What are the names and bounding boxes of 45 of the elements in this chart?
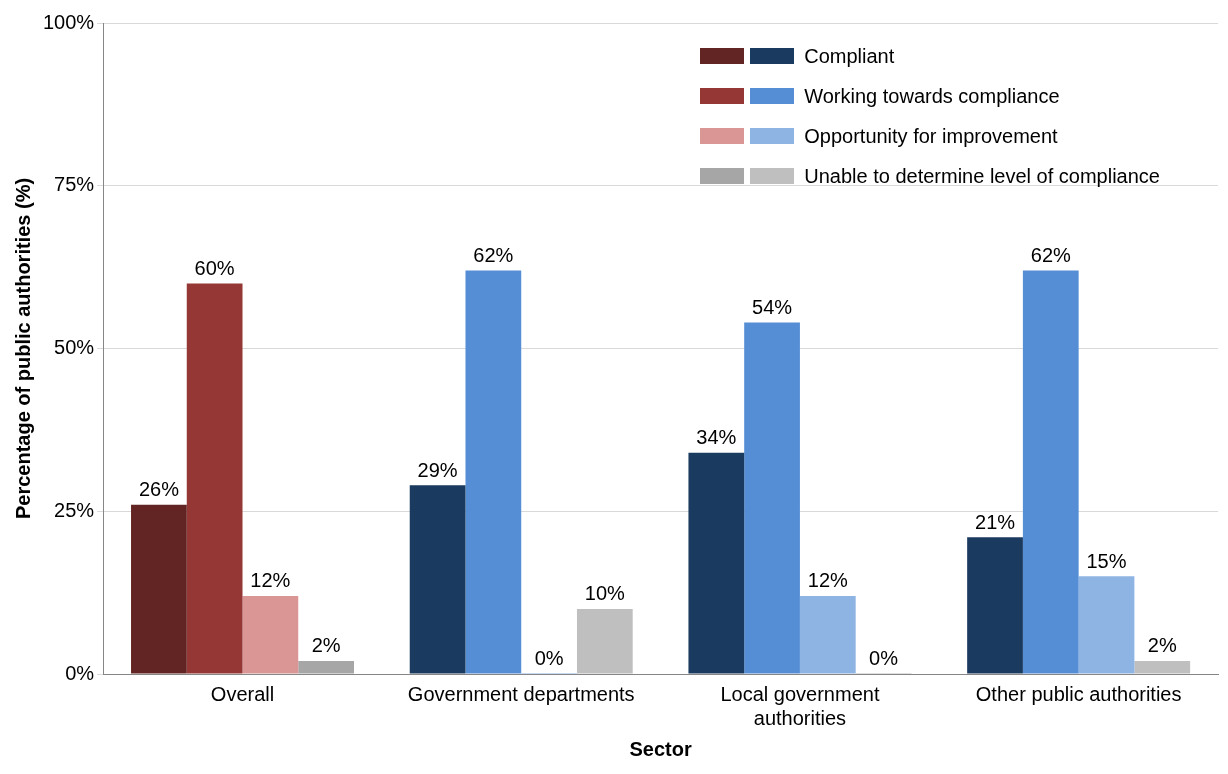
y-tick-label: 100% xyxy=(43,10,95,33)
legend-label: Working towards compliance xyxy=(804,84,1060,108)
data-label: 54% xyxy=(752,295,793,318)
bar xyxy=(298,660,354,674)
y-tick-label: 50% xyxy=(54,336,95,359)
data-label: 2% xyxy=(1147,634,1177,657)
bar xyxy=(242,595,299,674)
data-label: 10% xyxy=(584,582,626,605)
legend-label: Compliant xyxy=(804,44,895,68)
data-label: 21% xyxy=(975,510,1016,533)
bar xyxy=(799,595,856,674)
y-axis-title: Percentage of public authorities (%) xyxy=(11,177,34,520)
data-label: 0% xyxy=(869,646,899,669)
x-tick-label: Overall xyxy=(210,682,275,705)
legend-label: Unable to determine level of compliance xyxy=(804,164,1160,188)
bar xyxy=(186,283,243,674)
bar xyxy=(1078,576,1135,674)
x-tick-label: Local government authorities xyxy=(720,682,880,729)
bar xyxy=(688,452,745,674)
data-label: 62% xyxy=(1030,243,1071,266)
x-tick-label: Other public authorities xyxy=(975,682,1182,705)
bar xyxy=(409,485,466,674)
y-tick-label: 25% xyxy=(54,498,95,521)
bar xyxy=(576,608,633,674)
x-tick-label: Government departments xyxy=(407,682,635,705)
data-label: 34% xyxy=(696,426,737,449)
data-label: 12% xyxy=(250,569,291,592)
data-label: 60% xyxy=(194,256,235,279)
data-label: 62% xyxy=(473,243,514,266)
legend-label: Opportunity for improvement xyxy=(804,124,1058,148)
data-label: 12% xyxy=(807,569,849,592)
data-label: 2% xyxy=(311,634,341,657)
bar xyxy=(967,537,1023,674)
y-tick-label: 0% xyxy=(65,661,95,684)
bar xyxy=(131,504,187,674)
x-axis-title: Sector xyxy=(629,737,692,760)
bar xyxy=(1022,270,1079,674)
data-label: 15% xyxy=(1086,549,1127,572)
data-label: 0% xyxy=(534,646,564,669)
bar xyxy=(465,270,522,674)
bar xyxy=(744,322,800,674)
bar xyxy=(1134,660,1191,674)
data-label: 26% xyxy=(138,478,180,501)
y-tick-label: 75% xyxy=(54,173,95,196)
data-label: 29% xyxy=(417,458,458,481)
